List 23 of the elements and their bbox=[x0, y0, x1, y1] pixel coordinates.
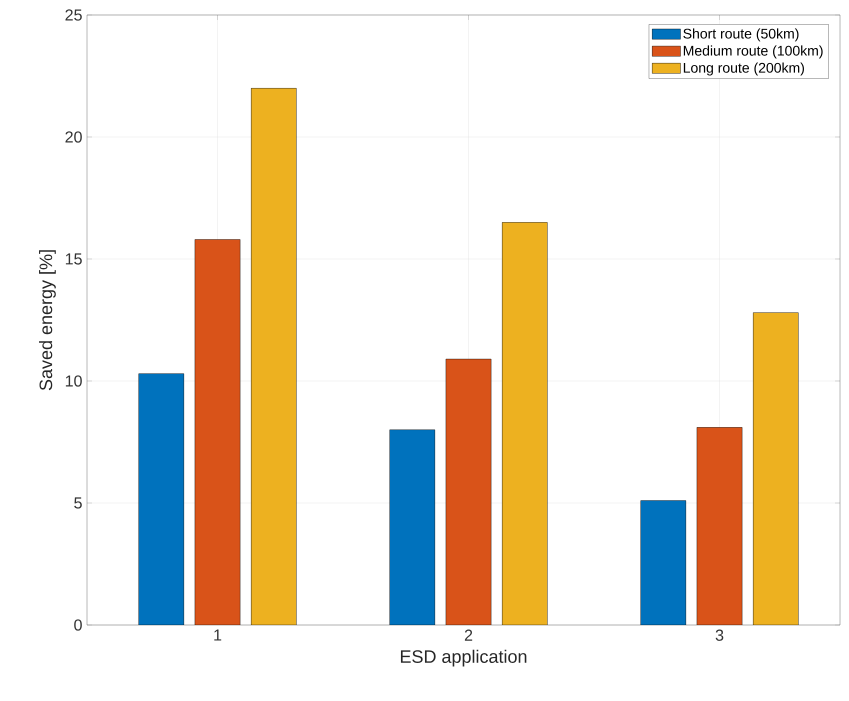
x-tick-label: 2 bbox=[464, 630, 472, 641]
bar bbox=[194, 239, 240, 625]
y-tick-label: 5 bbox=[74, 497, 82, 509]
bar bbox=[138, 373, 184, 625]
x-tick-label: 1 bbox=[214, 630, 222, 641]
y-tick-label: 15 bbox=[66, 253, 82, 265]
y-tick-label: 20 bbox=[65, 131, 82, 143]
bar bbox=[640, 500, 686, 625]
bar bbox=[696, 427, 742, 625]
bar bbox=[752, 312, 799, 625]
bar bbox=[446, 358, 492, 625]
y-tick-label: 0 bbox=[74, 619, 82, 631]
y-axis-title: Saved energy [%] bbox=[39, 250, 56, 390]
bar bbox=[250, 88, 297, 625]
x-tick-label: 3 bbox=[716, 630, 724, 641]
bar bbox=[502, 222, 548, 625]
legend-label: Short route (50km) bbox=[683, 28, 799, 42]
y-tick-label: 25 bbox=[65, 9, 82, 21]
bar bbox=[390, 430, 436, 625]
x-axis-title: ESD application bbox=[400, 650, 526, 667]
y-tick-label: 10 bbox=[66, 375, 82, 387]
legend-label: Long route (200km) bbox=[684, 62, 804, 76]
legend-label: Medium route (100km) bbox=[684, 45, 823, 58]
